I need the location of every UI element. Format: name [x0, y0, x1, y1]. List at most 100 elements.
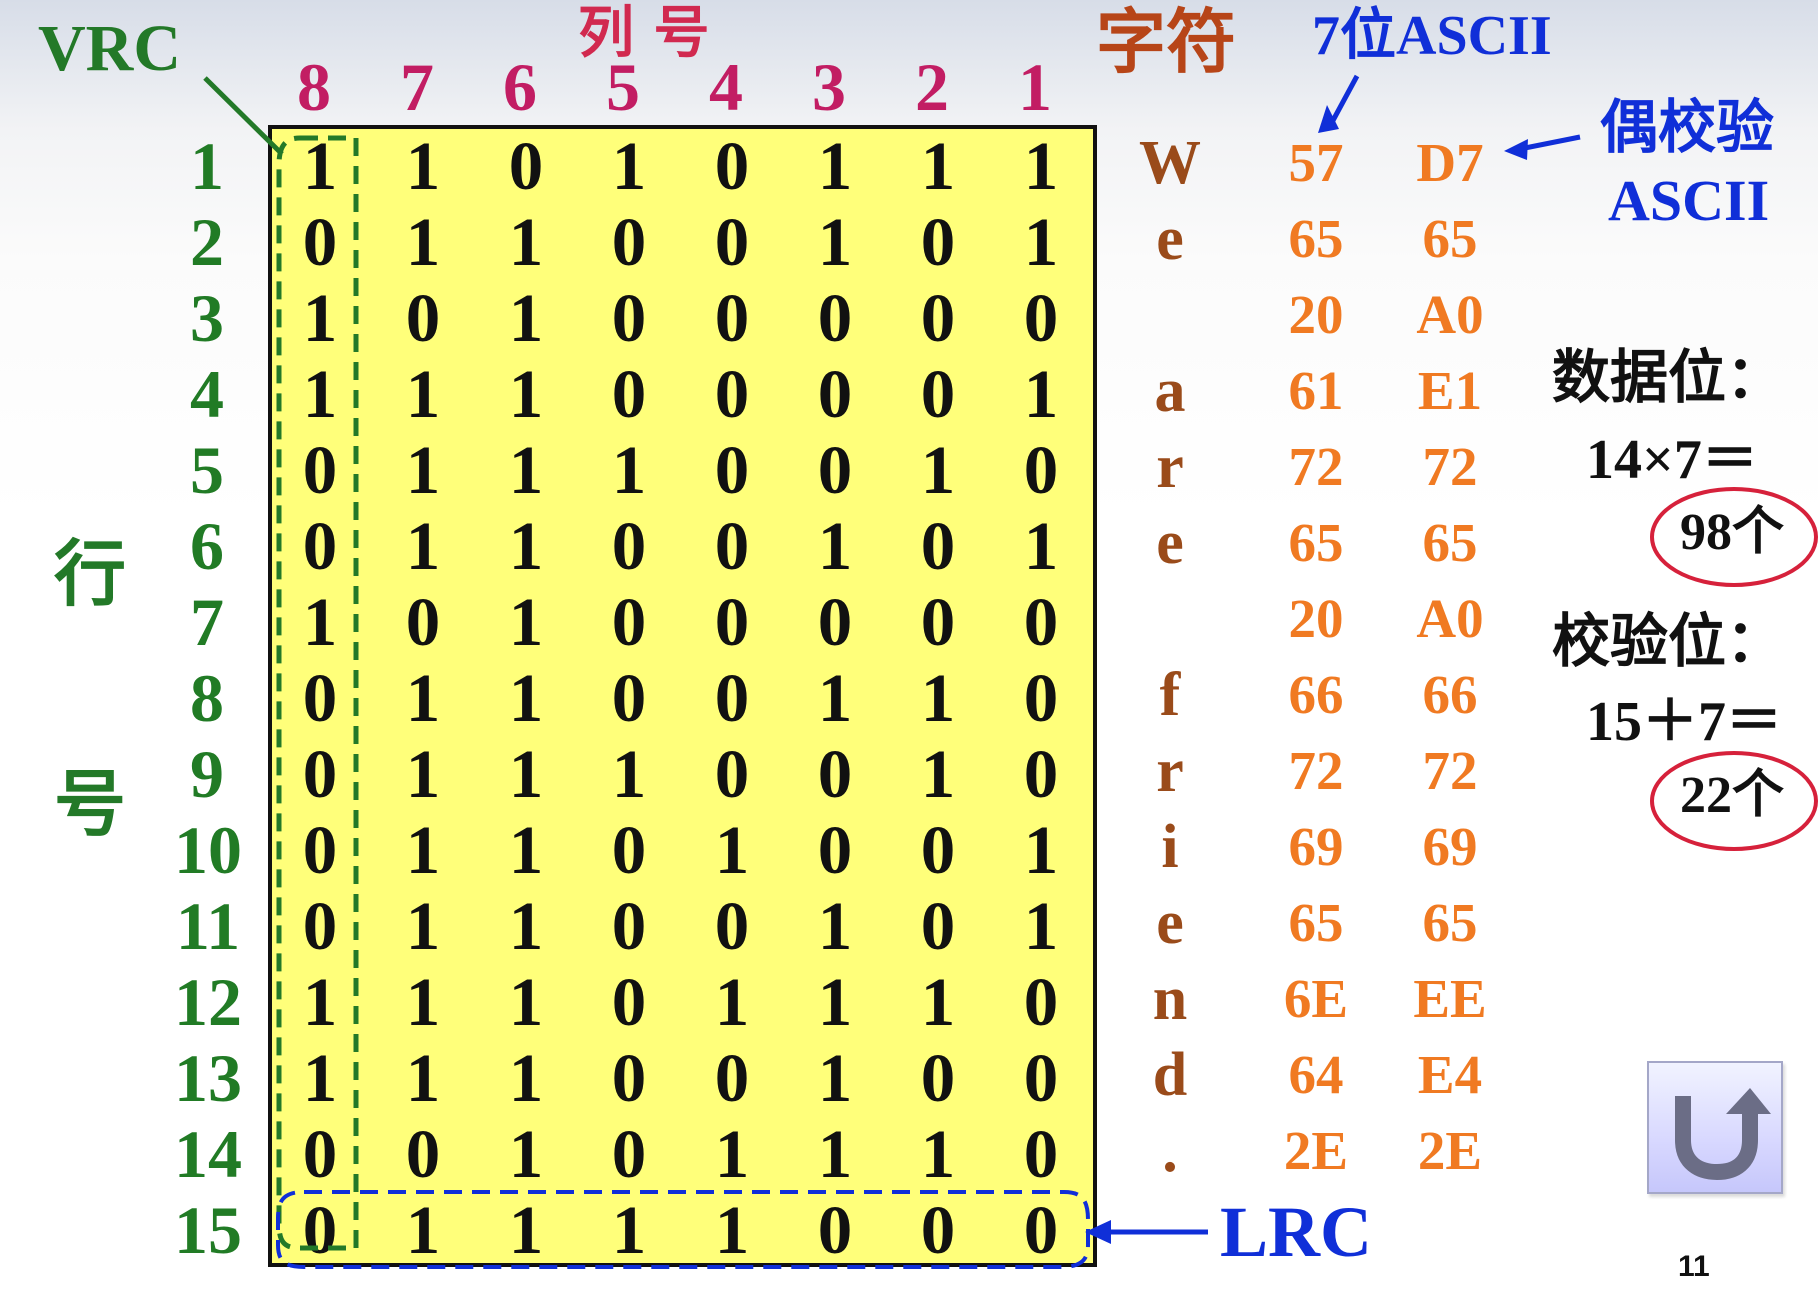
ascii7-cell: 6E — [1283, 968, 1349, 1029]
even-parity-cell: D7 — [1416, 132, 1484, 193]
bit-cell: 0 — [405, 584, 441, 660]
bit-cell: 1 — [1023, 812, 1059, 888]
even-parity-pointer-line — [1519, 134, 1581, 152]
ascii7-cell: 61 — [1288, 360, 1344, 421]
bit-cell: 1 — [508, 584, 544, 660]
bit-cell: 0 — [302, 1116, 338, 1192]
bit-cell: 0 — [611, 356, 647, 432]
column-number: 5 — [606, 49, 640, 125]
bit-cell: 1 — [302, 1040, 338, 1116]
bit-cell: 1 — [714, 1116, 750, 1192]
even-parity-cell: E4 — [1417, 1044, 1483, 1105]
bit-cell: 1 — [405, 432, 441, 508]
ascii7-cell: 65 — [1288, 892, 1344, 953]
bit-cell: 0 — [714, 128, 750, 204]
bit-cell: 0 — [920, 356, 956, 432]
bit-cell: 1 — [508, 1116, 544, 1192]
bit-cell: 0 — [817, 584, 853, 660]
bit-cell: 0 — [714, 204, 750, 280]
bit-cell: 1 — [508, 812, 544, 888]
bit-cell: 0 — [1023, 432, 1059, 508]
row-number: 7 — [190, 584, 224, 660]
bit-cell: 0 — [611, 280, 647, 356]
bit-cell: 1 — [405, 508, 441, 584]
bit-cell: 1 — [714, 964, 750, 1040]
bit-cell: 1 — [817, 660, 853, 736]
vrc-label: VRC — [38, 12, 181, 85]
ascii7-cell: 65 — [1288, 512, 1344, 573]
ascii7-heading: 7位ASCII — [1312, 5, 1552, 67]
bit-cell: 0 — [817, 812, 853, 888]
bit-cell: 1 — [508, 204, 544, 280]
bit-cell: 0 — [611, 584, 647, 660]
bit-cell: 1 — [302, 280, 338, 356]
bit-cell: 1 — [508, 432, 544, 508]
row-heading-top: 行 — [54, 531, 127, 616]
bit-cell: 0 — [1023, 1192, 1059, 1268]
ascii7-cell: 69 — [1288, 816, 1344, 877]
bit-cell: 1 — [920, 736, 956, 812]
even-parity-cell: EE — [1413, 968, 1487, 1029]
bit-cell: 0 — [920, 1192, 956, 1268]
even-parity-cell: 69 — [1422, 816, 1478, 877]
bit-cell: 0 — [714, 736, 750, 812]
character-cell: e — [1156, 509, 1184, 577]
bit-cell: 1 — [920, 964, 956, 1040]
bit-cell: 1 — [405, 812, 441, 888]
ascii7-cell: 20 — [1288, 284, 1344, 345]
bit-cell: 0 — [611, 204, 647, 280]
row-heading-bottom: 号 — [54, 761, 127, 846]
even-parity-cell: E1 — [1417, 360, 1483, 421]
bit-cell: 0 — [611, 888, 647, 964]
bit-cell: 0 — [920, 812, 956, 888]
ascii7-cell: 66 — [1288, 664, 1344, 725]
bit-cell: 0 — [405, 1116, 441, 1192]
bit-cell: 1 — [1023, 508, 1059, 584]
row-number: 10 — [174, 812, 242, 888]
column-number: 3 — [812, 49, 846, 125]
bit-cell: 0 — [508, 128, 544, 204]
even-parity-cell: 65 — [1422, 892, 1478, 953]
bit-cell: 0 — [714, 432, 750, 508]
bit-cell: 0 — [302, 1192, 338, 1268]
bit-cell: 1 — [508, 508, 544, 584]
bit-cell: 1 — [714, 1192, 750, 1268]
bit-cell: 0 — [302, 888, 338, 964]
bit-cell: 1 — [817, 1040, 853, 1116]
bit-cell: 1 — [508, 280, 544, 356]
bit-cell: 0 — [817, 1192, 853, 1268]
row-number: 11 — [175, 888, 241, 964]
bit-cell: 1 — [611, 432, 647, 508]
ascii7-arrowhead — [1318, 105, 1339, 133]
ascii7-cell: 72 — [1288, 740, 1344, 801]
bit-cell: 1 — [920, 128, 956, 204]
bit-cell: 1 — [302, 128, 338, 204]
bit-cell: 1 — [405, 888, 441, 964]
bit-cell: 1 — [611, 128, 647, 204]
bit-cell: 0 — [714, 1040, 750, 1116]
even-parity-cell: 65 — [1422, 208, 1478, 269]
bit-cell: 1 — [611, 1192, 647, 1268]
row-number: 13 — [174, 1040, 242, 1116]
column-number: 6 — [503, 49, 537, 125]
character-cell: r — [1156, 433, 1184, 501]
character-cell: r — [1156, 737, 1184, 805]
bit-cell: 0 — [920, 204, 956, 280]
bit-cell: 0 — [611, 812, 647, 888]
bit-cell: 0 — [405, 280, 441, 356]
bit-cell: 1 — [1023, 888, 1059, 964]
column-number: 8 — [297, 49, 331, 125]
return-button[interactable] — [1647, 1061, 1783, 1194]
bit-cell: 1 — [920, 432, 956, 508]
bit-cell: 0 — [1023, 1040, 1059, 1116]
even-parity-cell: 72 — [1422, 436, 1478, 497]
bit-cell: 0 — [302, 736, 338, 812]
bit-cell: 1 — [405, 1192, 441, 1268]
even-parity-cell: 66 — [1422, 664, 1478, 725]
even-parity-cell: 72 — [1422, 740, 1478, 801]
bit-cell: 0 — [920, 888, 956, 964]
bit-cell: 1 — [508, 964, 544, 1040]
bit-cell: 1 — [1023, 128, 1059, 204]
bit-cell: 1 — [405, 204, 441, 280]
